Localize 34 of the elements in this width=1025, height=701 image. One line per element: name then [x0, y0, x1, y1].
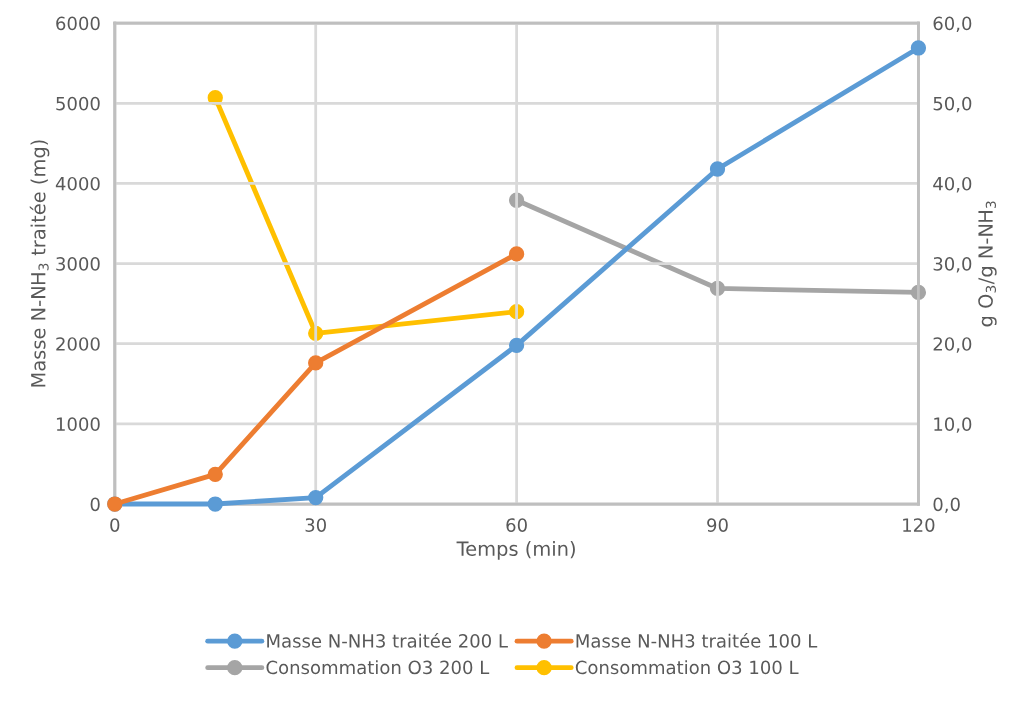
point [508, 246, 525, 262]
point [308, 489, 324, 506]
y-tick-label: 4000 [55, 176, 100, 191]
point [508, 337, 525, 353]
legend-label: Masse N-NH3 traitée 200 L [267, 633, 508, 648]
y2-tick-label: 20,0 [933, 337, 972, 353]
y2-tick-label: 30,0 [933, 257, 972, 273]
x-tick-label: 90 [707, 518, 728, 532]
y2-tick-label: 40,0 [933, 176, 972, 193]
x-tick-label: 30 [305, 518, 326, 532]
point [709, 161, 726, 177]
x-tick-label: 0 [110, 518, 120, 532]
point [910, 40, 927, 56]
legend-label: Consommation O3 200 L [266, 660, 490, 675]
y-tick-label: 5000 [56, 96, 100, 111]
y-axis-title: Masse N-NH$_{3}$ traitée (mg) [29, 140, 50, 387]
y-tick-label: 6000 [56, 16, 100, 31]
y2-axis-title: g O$_{3}$/g N-NH$_{3}$ [978, 201, 997, 327]
y-tick-label: 2000 [56, 337, 100, 351]
x-tick-label: 120 [903, 518, 935, 532]
y-tick-label: 0 [90, 497, 100, 512]
point [207, 466, 223, 483]
x-axis-title: Temps (min) [456, 540, 575, 560]
x-tick-label: 60 [506, 518, 527, 532]
legend-label: Consommation O3 100 L [575, 660, 799, 675]
y2-tick-label: 10,0 [934, 417, 972, 433]
y2-tick-label: 60,0 [933, 16, 972, 33]
legend-label: Masse N-NH3 traitée 100 L [576, 633, 818, 648]
y-tick-label: 1000 [56, 417, 100, 431]
y2-tick-label: 50,0 [933, 96, 972, 113]
y2-tick-label: 0,0 [933, 497, 960, 513]
point [207, 496, 223, 512]
y-tick-label: 3000 [56, 257, 100, 271]
point [308, 355, 324, 371]
